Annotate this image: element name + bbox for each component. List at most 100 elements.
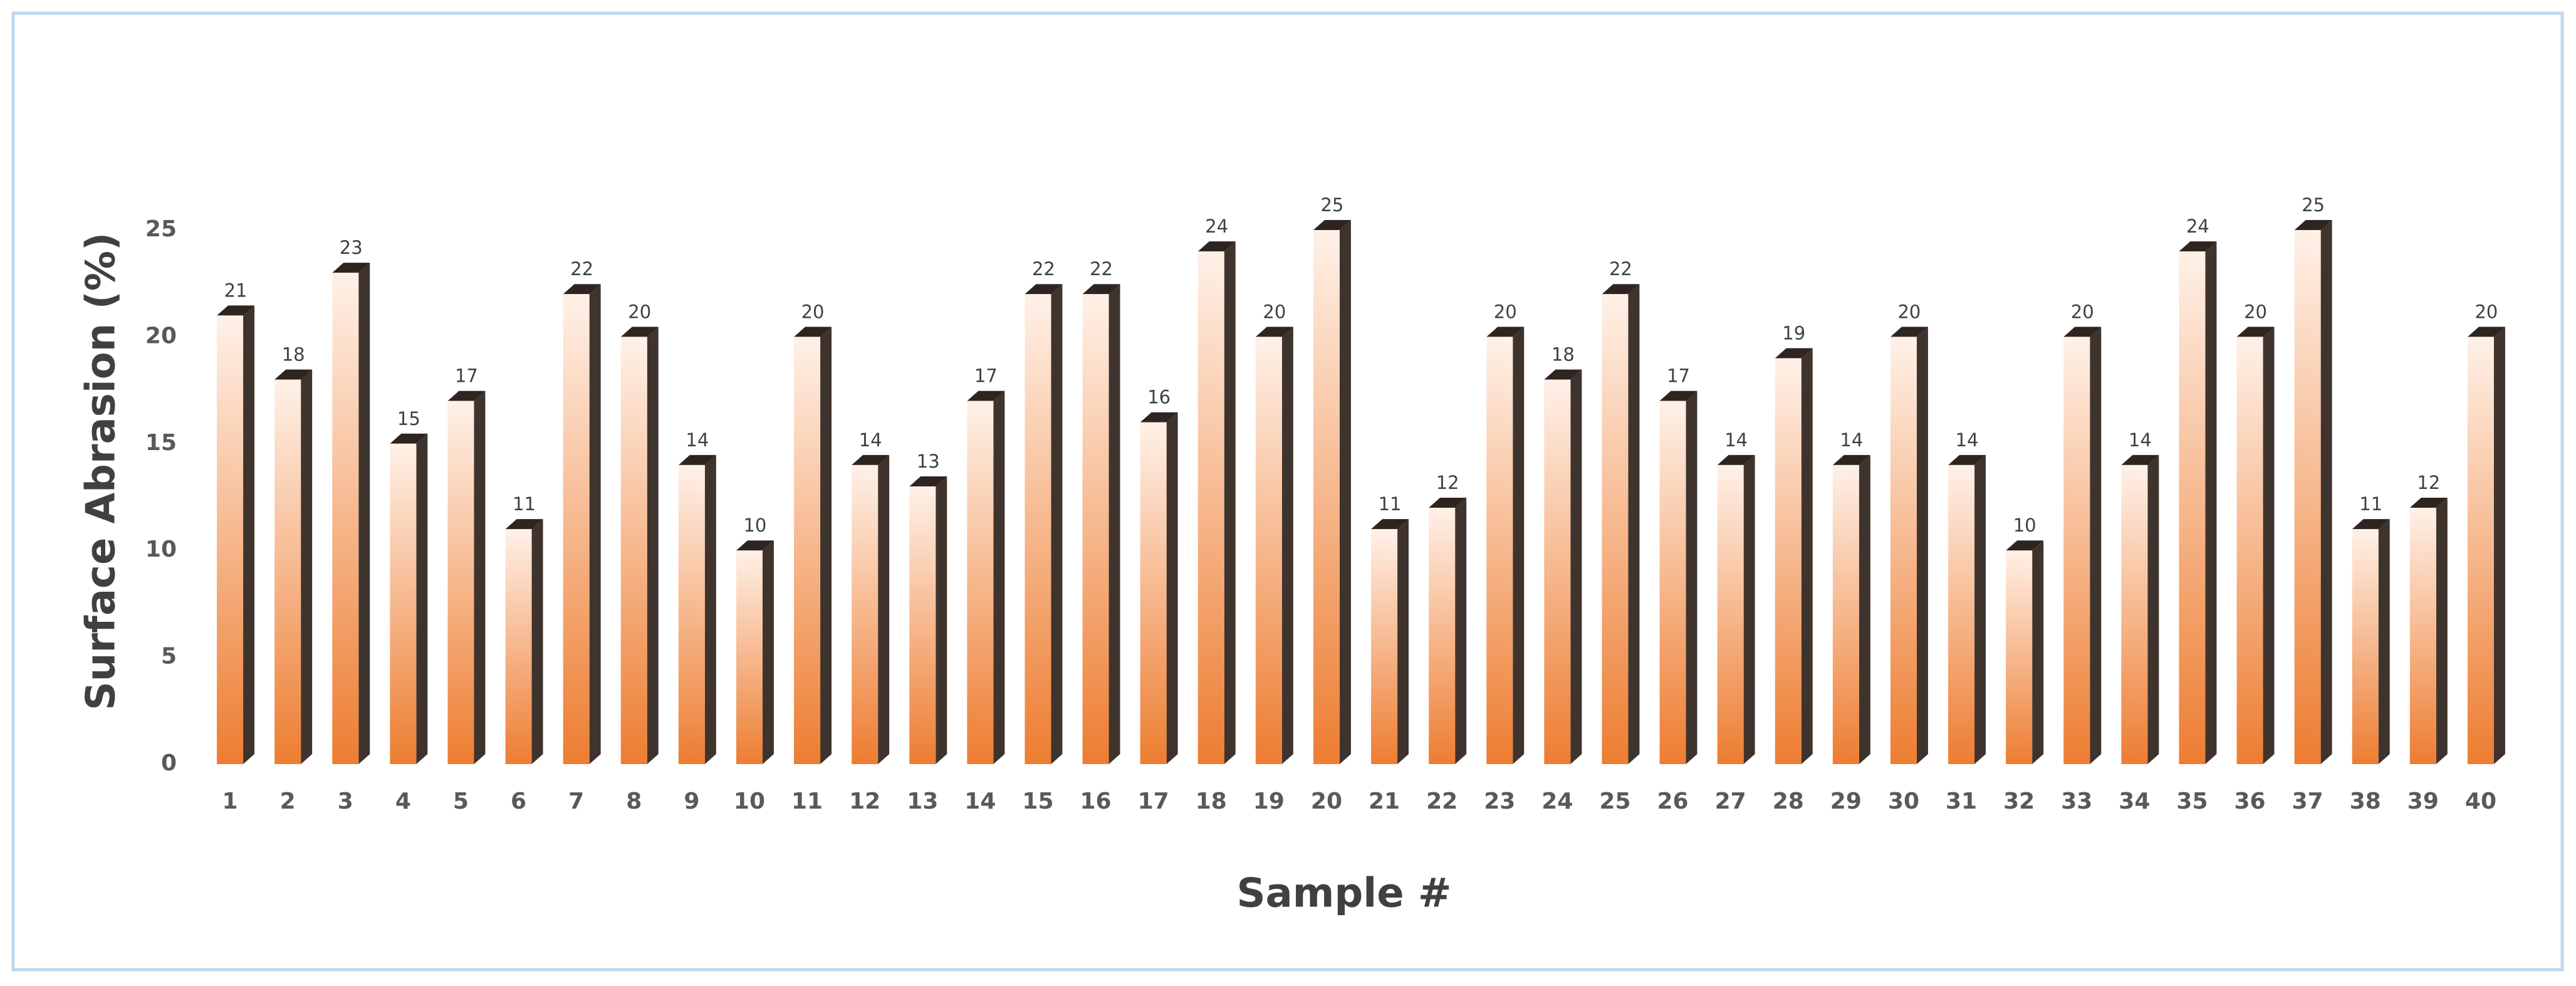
bar-front [1775,358,1802,764]
bar-top [2352,519,2390,530]
bar [1775,348,1813,764]
x-tick-label: 5 [453,789,469,814]
bar [274,369,313,764]
bar [967,391,1005,764]
bar-side [878,454,890,764]
bar-side [1224,241,1236,765]
x-tick-label: 6 [511,789,526,814]
bar-side [1513,327,1525,764]
bar-top [505,519,543,530]
x-tick-label: 35 [2176,789,2208,814]
x-tick-label: 30 [1888,789,1919,814]
bar-front [2294,230,2321,764]
bar-front [2063,337,2090,764]
bar-front [2121,464,2148,764]
bar [2352,519,2390,764]
data-label: 14 [1840,429,1863,451]
bar-side [647,327,659,764]
x-tick-label: 21 [1369,789,1400,814]
x-tick-label: 14 [964,789,996,814]
data-label: 16 [1147,387,1171,408]
bar [2006,540,2044,764]
bar-top [390,433,428,444]
data-label: 12 [1436,472,1459,493]
data-label: 14 [1956,429,1979,451]
bar [2467,327,2505,764]
x-tick-label: 7 [568,789,584,814]
y-tick-label: 15 [145,430,177,456]
x-tick-label: 18 [1196,789,1227,814]
bar-front [1429,508,1456,764]
bar-front [274,379,301,764]
bar [332,263,370,764]
x-tick-label: 38 [2350,789,2381,814]
bar [1255,327,1293,764]
bar-front [678,464,705,764]
bar-top [447,391,486,401]
data-label: 20 [2244,301,2267,322]
y-tick-label: 20 [145,323,177,349]
bar-side [1108,284,1120,764]
bar-top [736,540,774,551]
bar-top [1140,412,1178,422]
data-label: 14 [686,429,709,451]
data-label: 22 [570,258,593,280]
data-label: 20 [628,301,651,322]
bar-top [852,454,890,465]
bar [1602,284,1640,764]
bar-side [301,369,313,764]
bar [505,519,543,764]
bar-side [1166,412,1178,764]
bar-top [217,305,255,316]
bar-side [474,391,486,764]
x-tick-label: 8 [626,789,642,814]
bar-front [1140,422,1167,764]
data-label: 14 [2129,429,2152,451]
bar [1313,220,1351,764]
bar-top [2179,241,2217,252]
bar-side [1916,327,1928,764]
bar-side [2378,519,2390,764]
bar-top [274,369,313,380]
bar-front [2006,550,2033,764]
data-label: 11 [1379,493,1402,515]
bar-top [1429,498,1467,508]
bar [1948,454,1986,764]
x-tick-label: 19 [1253,789,1285,814]
data-label: 21 [224,280,248,301]
x-tick-label: 10 [734,789,765,814]
bar-front [1602,294,1629,764]
data-label: 15 [397,408,420,429]
bar-side [416,433,428,764]
bar-top [563,284,601,295]
bar-top [1025,284,1063,295]
data-label: 11 [513,493,536,515]
bar [390,433,428,764]
x-tick-label: 22 [1426,789,1457,814]
bar-front [1544,379,1571,764]
data-label: 20 [1897,301,1921,322]
bar [1486,327,1525,764]
x-axis-title: Sample # [1236,871,1451,917]
data-label: 10 [2013,515,2036,536]
bar-top [332,263,370,273]
bar-top [1082,284,1120,295]
data-label: 20 [1263,301,1286,322]
bar-top [909,476,947,486]
x-tick-label: 29 [1830,789,1862,814]
bar-front [1659,401,1686,764]
bar [563,284,601,764]
x-tick-label: 34 [2119,789,2150,814]
bar-side [2493,327,2505,764]
data-label: 20 [801,301,825,322]
bar-front [794,337,821,764]
x-tick-label: 31 [1946,789,1977,814]
bar-top [1313,220,1351,230]
bar [1544,369,1582,764]
bar-front [2467,337,2494,764]
data-label: 24 [1205,216,1228,237]
bar-top [2467,327,2505,337]
bar-top [1371,519,1409,530]
bar-top [1544,369,1582,380]
